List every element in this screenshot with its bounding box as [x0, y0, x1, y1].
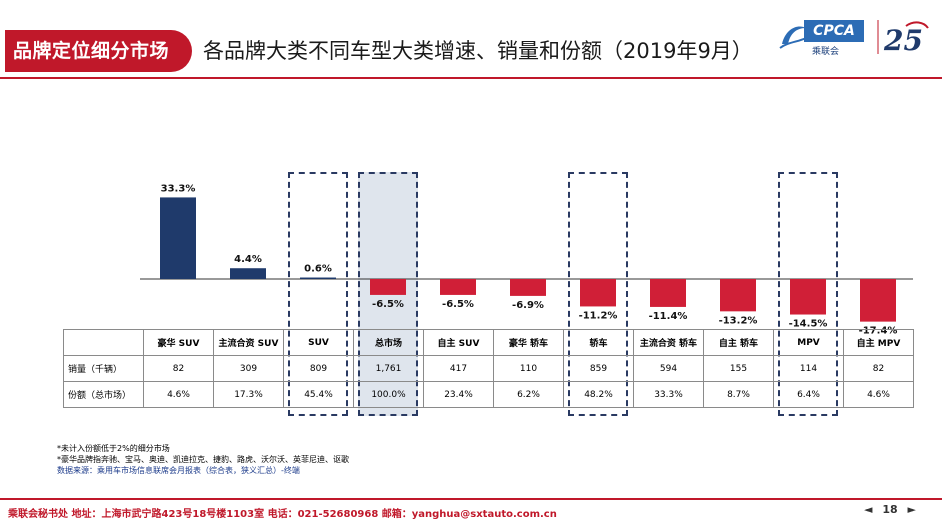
table-cell-share: 6.4%	[773, 381, 844, 408]
table-cell-sales: 114	[773, 355, 844, 382]
table-cell-sales: 1,761	[353, 355, 424, 382]
cpca-swirl-icon	[779, 26, 807, 49]
data-table: 豪华 SUV 主流合资 SUV SUV 总市场 自主 SUV 豪华 轿车 轿车 主流合资 轿车…	[63, 329, 914, 408]
footnote-2: *豪华品牌指奔驰、宝马、奥迪、凯迪拉克、捷豹、路虎、沃尔沃、英菲尼迪、讴歌	[57, 455, 349, 464]
bar	[160, 197, 196, 279]
bar	[650, 279, 686, 307]
next-page-icon[interactable]: ►	[907, 503, 916, 516]
highlight-box	[288, 172, 348, 416]
table-cell-share: 48.2%	[563, 381, 634, 408]
bar	[370, 279, 406, 295]
table-cell-share: 45.4%	[283, 381, 354, 408]
table-cell-sales: 594	[633, 355, 704, 382]
row-label-sales: 销量（千辆）	[63, 355, 144, 382]
table-header-cell: 自主 MPV	[843, 329, 914, 356]
bar	[580, 279, 616, 307]
highlight-box	[568, 172, 628, 416]
table-header-cell: 豪华 SUV	[143, 329, 214, 356]
anniversary-logo: 25	[877, 20, 929, 56]
bar-value-label: 0.6%	[304, 264, 332, 275]
table-header-cell: MPV	[773, 329, 844, 356]
page-number: 18	[882, 503, 898, 516]
table-cell-share: 8.7%	[703, 381, 774, 408]
table-corner-cell	[63, 329, 144, 356]
growth-bar-chart: 33.3% 4.4% 0.6% -6.5% -6.5% -6.9% -11.2% -11.4%…	[140, 183, 913, 335]
bar	[440, 279, 476, 295]
bar	[720, 279, 756, 312]
cpca-logo: CPCA	[804, 20, 864, 42]
pager: ◄ 18 ►	[864, 503, 916, 516]
slide-header: 品牌定位细分市场 各品牌大类不同车型大类增速、销量和份额（2019年9月） CP…	[0, 0, 942, 79]
bar	[510, 279, 546, 296]
prev-page-icon[interactable]: ◄	[864, 503, 873, 516]
table-header-cell: 主流合资 SUV	[213, 329, 284, 356]
section-badge: 品牌定位细分市场	[5, 30, 192, 72]
bar-value-label: -6.5%	[372, 299, 404, 310]
slide-title: 各品牌大类不同车型大类增速、销量和份额（2019年9月）	[203, 39, 753, 63]
table-cell-sales: 82	[843, 355, 914, 382]
table-cell-share: 6.2%	[493, 381, 564, 408]
bar-value-label: -14.5%	[789, 319, 828, 330]
cpca-logo-subtitle: 乘联会	[812, 47, 840, 57]
bar	[860, 279, 896, 322]
bar-value-label: 4.4%	[234, 254, 262, 265]
table-cell-sales: 417	[423, 355, 494, 382]
table-cell-share: 4.6%	[843, 381, 914, 408]
bar-group	[160, 197, 896, 322]
footer-contact: 乘联会秘书处 地址：上海市武宁路423号18号楼1103室 电话：021-526…	[8, 509, 557, 520]
bar-value-label: -11.2%	[579, 310, 618, 321]
table-header-cell: SUV	[283, 329, 354, 356]
table-header-cell: 总市场	[353, 329, 424, 356]
table-cell-share: 33.3%	[633, 381, 704, 408]
table-cell-sales: 309	[213, 355, 284, 382]
footnotes: *未计入份额低于2%的细分市场 *豪华品牌指奔驰、宝马、奥迪、凯迪拉克、捷豹、路…	[57, 443, 349, 476]
table-header-cell: 自主 轿车	[703, 329, 774, 356]
row-label-share: 份额（总市场）	[63, 381, 144, 408]
table-header-cell: 自主 SUV	[423, 329, 494, 356]
table-row-share: 份额（总市场） 4.6% 17.3% 45.4% 100.0% 23.4% 6.2% 48.…	[63, 381, 914, 408]
table-cell-sales: 809	[283, 355, 354, 382]
bar-value-label: -6.5%	[442, 299, 474, 310]
table-header-cell: 轿车	[563, 329, 634, 356]
table-cell-share: 4.6%	[143, 381, 214, 408]
table-cell-sales: 110	[493, 355, 564, 382]
table-cell-sales: 859	[563, 355, 634, 382]
value-label-group: 33.3% 4.4% 0.6% -6.5% -6.5% -6.9% -11.2% -11.4%…	[161, 183, 898, 335]
table-header-row: 豪华 SUV 主流合资 SUV SUV 总市场 自主 SUV 豪华 轿车 轿车 主流合资 轿车…	[63, 329, 914, 356]
anniversary-number: 25	[883, 24, 923, 56]
table-cell-sales: 155	[703, 355, 774, 382]
table-row-sales: 销量（千辆） 82 309 809 1,761 417 110 859 594 155 114 82	[63, 355, 914, 382]
highlight-box	[778, 172, 838, 416]
table-cell-sales: 82	[143, 355, 214, 382]
table-header-cell: 主流合资 轿车	[633, 329, 704, 356]
bar-value-label: 33.3%	[161, 183, 196, 194]
bar-value-label: -6.9%	[512, 300, 544, 311]
header-rule	[0, 77, 942, 79]
table-header-cell: 豪华 轿车	[493, 329, 564, 356]
table-cell-share: 23.4%	[423, 381, 494, 408]
footnote-1: *未计入份额低于2%的细分市场	[57, 444, 170, 453]
bar	[300, 277, 336, 279]
footer-rule	[0, 498, 942, 500]
bar-value-label: -13.2%	[719, 315, 758, 326]
data-source: 数据来源：乘用车市场信息联席会月报表（综合表，狭义汇总）-终端	[57, 466, 300, 475]
bar-value-label: -11.4%	[649, 311, 688, 322]
table-cell-share: 17.3%	[213, 381, 284, 408]
table-cell-share: 100.0%	[353, 381, 424, 408]
bar	[230, 268, 266, 279]
bar	[790, 279, 826, 315]
